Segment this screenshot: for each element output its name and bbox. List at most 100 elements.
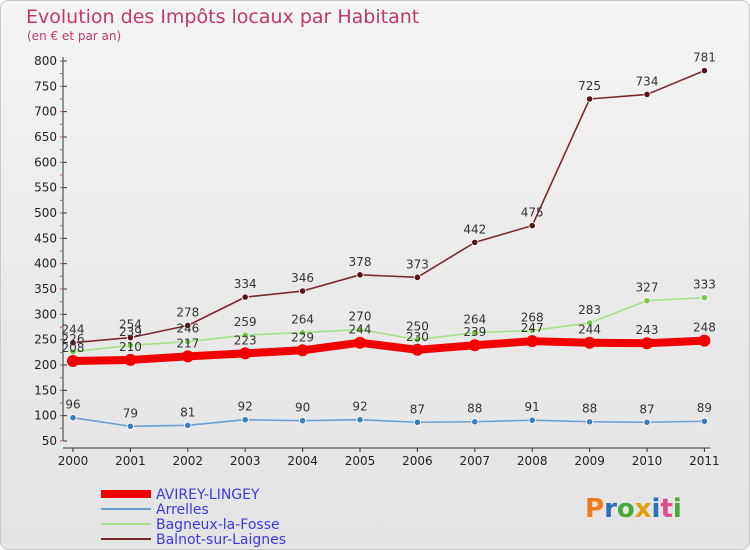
data-point-bagneux-la-fosse [413,336,421,344]
data-label-arrelles: 88 [467,402,482,416]
data-label-arrelles: 96 [65,398,80,412]
data-label-balnot-sur-laignes: 346 [291,271,314,285]
series-line-balnot-sur-laignes [72,69,706,344]
data-point-avirey-lingey [411,343,424,356]
data-point-balnot-sur-laignes [585,95,594,103]
y-tick-label: 600 [34,155,57,169]
data-point-balnot-sur-laignes [126,334,134,342]
data-label-balnot-sur-laignes: 442 [463,222,486,236]
x-tick-label: 2005 [345,454,376,468]
data-label-bagneux-la-fosse: 264 [463,313,486,327]
x-tick-label: 2006 [402,454,433,468]
data-label-avirey-lingey: 247 [521,321,544,335]
data-label-avirey-lingey: 230 [406,330,429,344]
data-label-balnot-sur-laignes: 725 [578,79,601,93]
legend-label-avirey-lingey: AVIREY-LINGEY [156,487,260,503]
data-label-bagneux-la-fosse: 333 [693,278,716,292]
data-label-balnot-sur-laignes: 278 [176,305,199,319]
data-label-bagneux-la-fosse: 283 [578,303,601,317]
legend-label-bagneux-la-fosse: Bagneux-la-Fosse [156,517,280,533]
data-label-avirey-lingey: 217 [176,336,199,350]
data-label-arrelles: 79 [123,406,138,420]
y-tick-label: 550 [34,181,57,195]
series-layer [67,67,711,430]
axes: 50 100 150 200 250 300 350 400 450 500 550 600 650 70… [34,54,720,468]
y-tick-label: 300 [34,307,57,321]
data-point-arrelles [471,418,479,426]
data-label-arrelles: 89 [697,401,712,415]
x-tick-label: 2007 [460,454,491,468]
data-point-avirey-lingey [296,344,309,357]
data-point-arrelles [126,422,134,430]
data-label-balnot-sur-laignes: 781 [693,51,716,65]
data-label-arrelles: 90 [295,401,310,415]
y-tick-label: 50 [42,434,57,448]
data-point-arrelles [413,418,421,426]
proxiti-logo: Proxiti [585,494,682,524]
data-label-avirey-lingey: 239 [463,325,486,339]
data-label-balnot-sur-laignes: 475 [521,206,544,220]
y-tick-label: 700 [34,105,57,119]
y-tick-label: 450 [34,231,57,245]
x-tick-label: 2002 [173,454,204,468]
data-label-avirey-lingey: 244 [349,323,372,337]
data-point-arrelles [643,418,651,426]
x-tick-label: 2009 [574,454,605,468]
data-label-arrelles: 81 [180,405,195,419]
data-label-bagneux-la-fosse: 246 [176,322,199,336]
data-label-balnot-sur-laignes: 373 [406,257,429,271]
data-point-avirey-lingey [526,335,539,348]
data-point-bagneux-la-fosse [700,294,709,302]
x-tick-label: 2010 [632,454,663,468]
data-point-avirey-lingey [641,337,653,350]
x-tick-label: 2001 [115,454,146,468]
x-tick-label: 2004 [287,454,318,468]
data-label-bagneux-la-fosse: 259 [234,315,257,329]
data-label-avirey-lingey: 210 [119,340,142,354]
data-point-arrelles [69,414,77,422]
x-tick-label: 2011 [689,454,720,468]
data-point-bagneux-la-fosse [356,325,364,334]
data-point-balnot-sur-laignes [241,293,249,301]
data-point-balnot-sur-laignes [643,90,651,99]
data-point-bagneux-la-fosse [298,328,307,337]
chart-subtitle: (en € et par an) [27,29,121,43]
y-tick-label: 400 [34,257,57,271]
data-point-arrelles [241,416,249,424]
y-tick-label: 800 [34,54,57,68]
data-label-bagneux-la-fosse: 327 [636,281,659,295]
svg-text:Proxiti: Proxiti [585,494,682,524]
y-tick-label: 650 [34,130,57,144]
data-point-arrelles [298,417,307,425]
data-label-avirey-lingey: 208 [62,341,85,355]
data-point-avirey-lingey [698,334,711,347]
x-tick-label: 2008 [517,454,548,468]
data-label-bagneux-la-fosse: 250 [406,320,429,334]
chart-title: Evolution des Impôts locaux par Habitant [26,6,419,28]
data-point-balnot-sur-laignes [69,339,77,347]
data-label-avirey-lingey: 243 [636,323,659,337]
data-point-bagneux-la-fosse [528,326,536,335]
data-label-bagneux-la-fosse: 264 [291,313,314,327]
data-point-arrelles [585,418,594,426]
data-label-avirey-lingey: 248 [693,321,716,335]
data-label-arrelles: 92 [352,400,367,414]
data-label-balnot-sur-laignes: 254 [119,318,142,332]
data-point-arrelles [356,416,364,424]
data-point-avirey-lingey [583,336,596,349]
data-point-arrelles [700,417,709,425]
data-label-bagneux-la-fosse: 239 [119,325,142,339]
data-point-arrelles [528,416,536,424]
data-point-balnot-sur-laignes [528,222,536,230]
data-point-bagneux-la-fosse [184,338,192,346]
data-label-arrelles: 91 [525,400,540,414]
data-point-balnot-sur-laignes [700,67,709,75]
x-tick-label: 2003 [230,454,261,468]
data-point-avirey-lingey [181,350,194,363]
data-point-bagneux-la-fosse [126,341,134,349]
y-tick-label: 750 [34,79,57,93]
data-point-bagneux-la-fosse [471,328,479,337]
